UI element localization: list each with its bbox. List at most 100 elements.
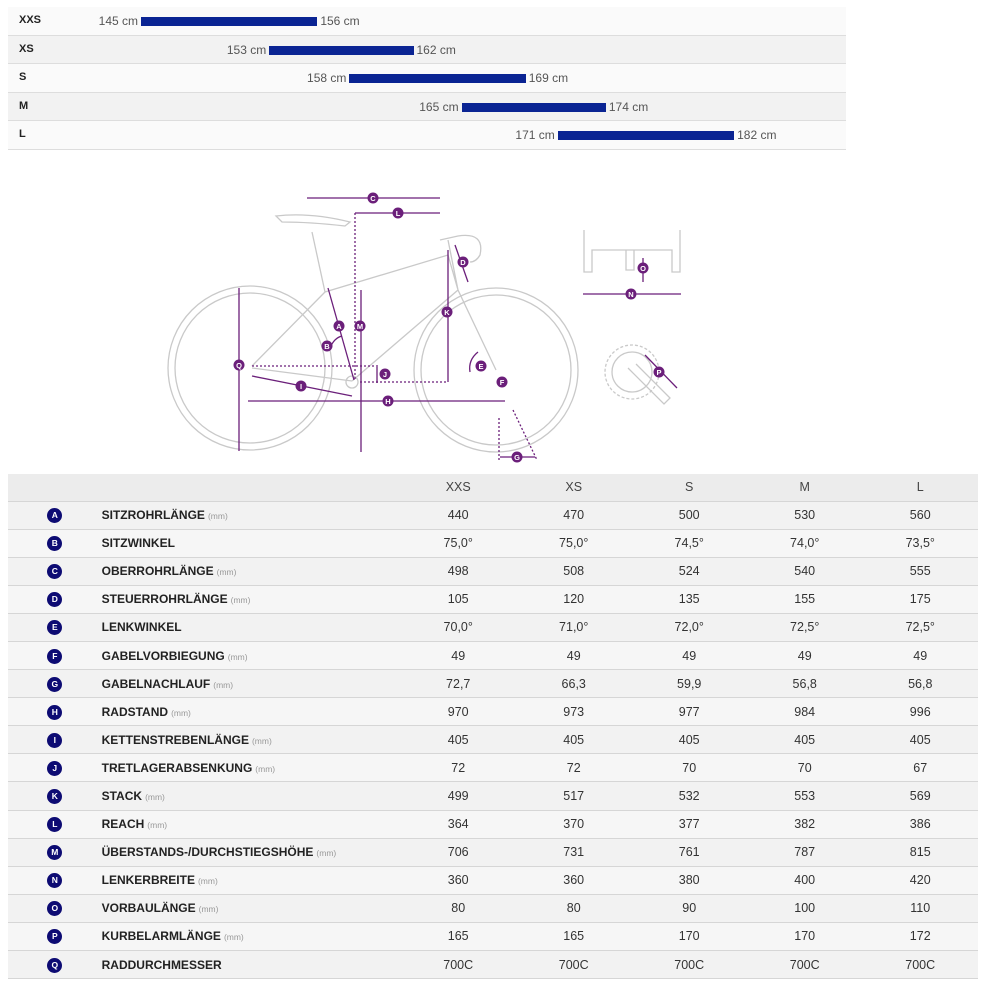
unit-label: (mm): [223, 932, 244, 943]
table-row: A SITZROHRLÄNGE (mm) 440 470 500 530 560: [8, 501, 978, 530]
unit-label: (mm): [230, 595, 251, 606]
diagram-label-g: G: [511, 451, 523, 463]
table-row: G GABELNACHLAUF (mm) 72,7 66,3 59,9 56,8 56,8: [8, 669, 978, 699]
letter-badge: D: [47, 592, 63, 608]
cell-value: 49: [746, 641, 863, 671]
cell-value: 370: [515, 810, 632, 839]
handlebar: [439, 234, 482, 263]
svg-text:N: N: [628, 290, 633, 299]
cell-value: 105: [400, 585, 516, 614]
cell-value: 56,8: [862, 669, 978, 699]
svg-text:A: A: [336, 322, 342, 331]
column-header-xs: XS: [515, 474, 632, 502]
unit-label: (mm): [207, 511, 228, 522]
size-row: XS 153 cm 162 cm: [8, 35, 846, 65]
cell-value: 100: [746, 894, 863, 923]
svg-text:C: C: [370, 194, 376, 203]
cell-value: 405: [746, 725, 863, 755]
svg-text:L: L: [396, 209, 401, 218]
cell-value: 80: [400, 894, 516, 923]
table-row: M ÜBERSTANDS-/DURCHSTIEGSHÖHE (mm) 706 731 7…: [8, 838, 978, 867]
svg-text:M: M: [357, 322, 363, 331]
svg-text:Q: Q: [236, 361, 242, 370]
measurement-name: ÜBERSTANDS-/DURCHSTIEGSHÖHE: [101, 845, 314, 860]
diagram-label-q: Q: [233, 359, 245, 371]
svg-text:J: J: [383, 370, 387, 379]
cell-value: 500: [631, 501, 747, 530]
table-row: O VORBAULÄNGE (mm) 80 80 90 100 110: [8, 894, 978, 923]
diagram-label-k: K: [441, 306, 453, 318]
cell-value: 75,0°: [515, 529, 632, 558]
measurement-name: OBERROHRLÄNGE: [101, 564, 214, 579]
table-row: H RADSTAND (mm) 970 973 977 984 996: [8, 697, 978, 727]
size-row: M 165 cm 174 cm: [8, 92, 846, 122]
bike-geometry-diagram: A B C D E F G H I J K L M N O P Q: [167, 192, 681, 463]
rider-height-size-chart: XXS 145 cm 156 cm XS 153 cm 162 cm S 158 c…: [8, 7, 846, 150]
svg-text:D: D: [460, 258, 466, 267]
table-row: B SITZWINKEL 75,0° 75,0° 74,5° 74,0° 73,5°: [8, 529, 978, 558]
cell-value: 67: [862, 753, 978, 783]
cell-value: 540: [746, 557, 863, 586]
letter-badge: L: [47, 817, 63, 833]
cell-value: 996: [862, 697, 978, 727]
cell-value: 120: [515, 585, 632, 614]
cell-value: 532: [631, 781, 747, 811]
diagram-label-n: N: [625, 288, 637, 300]
cell-value: 405: [862, 725, 978, 755]
size-row: XXS 145 cm 156 cm: [8, 7, 846, 36]
cell-value: 66,3: [515, 669, 632, 699]
svg-text:I: I: [300, 382, 302, 391]
measurement-name: KURBELARMLÄNGE: [101, 929, 221, 944]
diagram-label-h: H: [382, 395, 394, 407]
size-label: M: [19, 99, 29, 112]
letter-badge: J: [47, 760, 63, 776]
cell-value: 569: [862, 781, 978, 811]
cell-value: 700C: [631, 950, 747, 980]
cell-value: 470: [515, 501, 632, 530]
svg-text:K: K: [444, 308, 450, 317]
measurement-name: GABELNACHLAUF: [101, 676, 211, 691]
cell-value: 405: [631, 725, 747, 755]
max-height: 182 cm: [737, 128, 777, 143]
saddle: [274, 214, 352, 227]
table-row: D STEUERROHRLÄNGE (mm) 105 120 135 155 175: [8, 585, 978, 614]
diagram-label-f: F: [496, 376, 508, 388]
cell-value: 508: [515, 557, 632, 586]
letter-badge: Q: [47, 957, 63, 973]
measurement-name: RADDURCHMESSER: [101, 957, 222, 972]
table-row: E LENKWINKEL 70,0° 71,0° 72,0° 72,5° 72,5°: [8, 613, 978, 642]
cell-value: 761: [631, 838, 747, 867]
unit-label: (mm): [227, 651, 248, 662]
min-height: 171 cm: [515, 128, 555, 143]
size-label: XS: [19, 42, 34, 55]
diagram-label-l: L: [392, 207, 404, 219]
cell-value: 175: [862, 585, 978, 614]
crank-arm: [627, 363, 671, 405]
cell-value: 970: [400, 697, 516, 727]
column-header-m: M: [746, 474, 863, 502]
svg-text:B: B: [324, 342, 330, 351]
column-header-s: S: [631, 474, 747, 502]
cell-value: 172: [862, 922, 978, 952]
cell-value: 360: [400, 866, 516, 895]
bottom-bracket: [345, 375, 359, 389]
letter-badge: C: [47, 564, 63, 580]
unit-label: (mm): [255, 763, 276, 774]
unit-label: (mm): [213, 679, 234, 690]
bike-drawing: [167, 214, 681, 453]
cell-value: 70,0°: [400, 613, 516, 642]
size-row: L 171 cm 182 cm: [8, 121, 846, 150]
min-height: 165 cm: [419, 99, 459, 114]
size-label: S: [19, 71, 27, 84]
cell-value: 977: [631, 697, 747, 727]
cell-value: 71,0°: [515, 613, 632, 642]
letter-badge: A: [47, 508, 63, 524]
letter-badge: M: [47, 845, 63, 861]
letter-badge: F: [47, 648, 63, 664]
svg-text:F: F: [500, 378, 505, 387]
cell-value: 74,0°: [746, 529, 863, 558]
rear-wheel: [167, 285, 333, 451]
letter-badge: I: [47, 732, 63, 748]
cell-value: 56,8: [746, 669, 863, 699]
measurement-name: GABELVORBIEGUNG: [101, 648, 225, 663]
